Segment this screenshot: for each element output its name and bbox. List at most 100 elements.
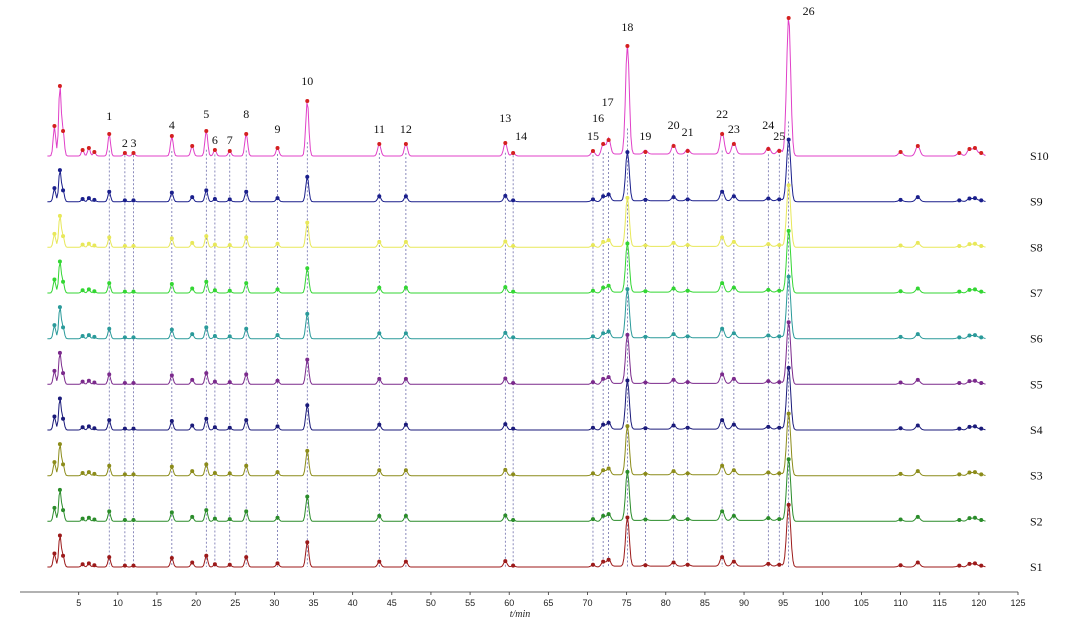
peak-marker	[606, 466, 611, 471]
peak-marker	[979, 563, 984, 568]
peak-marker	[131, 380, 136, 385]
peak-marker	[957, 380, 962, 385]
x-tick-label: 120	[971, 598, 986, 608]
peak-marker	[107, 555, 112, 560]
x-tick-label: 75	[622, 598, 632, 608]
peak-marker	[957, 289, 962, 294]
peak-marker	[590, 334, 595, 339]
peak-marker	[979, 335, 984, 340]
peak-marker	[777, 425, 782, 430]
peak-marker	[80, 288, 85, 293]
peak-marker	[107, 326, 112, 331]
peak-marker	[511, 198, 516, 203]
peak-marker	[671, 560, 676, 565]
x-tick-label: 20	[191, 598, 201, 608]
peak-marker	[731, 239, 736, 244]
peak-marker	[777, 562, 782, 567]
peak-marker	[227, 149, 232, 153]
peak-marker	[671, 240, 676, 245]
peak-marker	[957, 563, 962, 568]
peak-marker	[403, 559, 408, 564]
peak-marker	[52, 186, 57, 191]
peak-marker	[766, 379, 771, 384]
x-tick-label: 40	[348, 598, 358, 608]
peak-marker	[898, 150, 903, 154]
peak-marker	[590, 517, 595, 522]
peak-marker	[122, 243, 127, 248]
peak-marker	[377, 142, 382, 146]
peak-marker	[606, 512, 611, 517]
peak-marker	[305, 266, 310, 271]
peak-marker	[275, 378, 280, 383]
peak-marker	[601, 142, 606, 146]
peak-marker	[107, 132, 112, 136]
peak-marker	[212, 288, 217, 293]
peak-marker	[80, 379, 85, 384]
peak-marker	[766, 196, 771, 201]
peak-marker	[503, 559, 508, 564]
peak-marker	[107, 235, 112, 240]
peak-marker	[503, 376, 508, 381]
peak-marker	[625, 332, 630, 337]
peak-marker	[601, 285, 606, 290]
peak-marker	[212, 562, 217, 567]
peak-marker	[377, 331, 382, 336]
peak-marker	[957, 198, 962, 203]
x-tick-label: 30	[269, 598, 279, 608]
peak-marker	[625, 287, 630, 292]
peak-marker	[227, 562, 232, 567]
peak-marker	[731, 331, 736, 336]
peak-marker	[275, 470, 280, 475]
peak-marker	[731, 422, 736, 427]
peak-marker	[957, 426, 962, 431]
peak-marker	[643, 289, 648, 294]
x-tick-label: 60	[504, 598, 514, 608]
peak-marker	[275, 561, 280, 566]
trace-s9	[47, 139, 986, 203]
peak-marker	[972, 561, 977, 566]
peak-marker	[601, 194, 606, 199]
x-tick-label: 25	[230, 598, 240, 608]
peak-marker	[212, 333, 217, 338]
peak-marker	[169, 556, 174, 560]
peak-marker	[979, 517, 984, 522]
peak-marker	[92, 334, 97, 339]
peak-label-11: 11	[373, 122, 385, 136]
peak-marker	[377, 285, 382, 290]
peak-marker	[92, 380, 97, 385]
peak-marker	[685, 425, 690, 430]
peak-marker	[511, 289, 516, 294]
peak-marker	[80, 470, 85, 475]
peak-marker	[685, 243, 690, 248]
peak-marker	[169, 464, 174, 469]
peak-marker	[131, 472, 136, 477]
peak-marker	[606, 192, 611, 197]
peak-marker	[204, 325, 209, 330]
peak-marker	[720, 281, 725, 286]
peak-marker	[275, 287, 280, 292]
peak-marker	[777, 517, 782, 522]
peak-marker	[403, 513, 408, 518]
peak-marker	[131, 151, 136, 155]
peak-marker	[86, 146, 91, 150]
peak-marker	[403, 422, 408, 427]
peak-label-4: 4	[169, 118, 175, 132]
peak-label-2: 2	[122, 136, 128, 150]
peak-marker	[777, 197, 782, 202]
peak-marker	[131, 335, 136, 340]
peak-marker	[403, 376, 408, 381]
peak-marker	[86, 287, 91, 292]
peak-marker	[57, 442, 62, 447]
peak-marker	[61, 325, 66, 330]
peak-marker	[227, 425, 232, 430]
peak-marker	[61, 279, 66, 284]
peak-marker	[377, 194, 382, 199]
peak-marker	[52, 414, 57, 419]
peak-marker	[671, 469, 676, 474]
peak-marker	[786, 16, 791, 20]
sample-label-s2: S2	[1030, 514, 1043, 528]
peak-marker	[643, 380, 648, 385]
peak-marker	[590, 471, 595, 476]
peak-marker	[503, 422, 508, 427]
peak-marker	[204, 129, 209, 133]
